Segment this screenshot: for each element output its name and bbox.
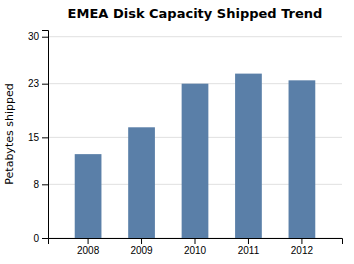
y-tick: 0 — [33, 233, 48, 244]
y-tick-label: 30 — [28, 31, 40, 42]
y-tick: 30 — [28, 31, 48, 42]
bars — [75, 74, 316, 238]
bar — [128, 127, 155, 238]
y-tick-mark — [42, 137, 48, 138]
bar — [235, 74, 262, 238]
y-tick: 23 — [28, 78, 48, 89]
y-tick-label: 0 — [33, 233, 39, 244]
x-tick-label: 2009 — [130, 245, 153, 256]
y-tick-label: 8 — [33, 179, 39, 190]
x-tick: 2010 — [184, 238, 207, 256]
x-tick-label: 2011 — [238, 245, 260, 256]
title: EMEA Disk Capacity Shipped Trend — [68, 6, 323, 21]
plot-area: 0 8 15 23 30 2008 2009 2010 2011 2012 — [28, 31, 343, 257]
y-axis-title: Petabytes shipped — [3, 83, 16, 184]
y-tick: 15 — [28, 132, 48, 143]
x-tick: 2008 — [77, 238, 100, 256]
x-tick: 2012 — [291, 238, 314, 256]
x-axis: 2008 2009 2010 2011 2012 — [49, 238, 343, 256]
y-tick-mark — [42, 238, 48, 239]
x-tick-mark — [141, 238, 142, 244]
x-tick-mark — [88, 238, 89, 244]
x-tick-mark — [195, 238, 196, 244]
grid — [48, 37, 342, 238]
x-tick-label: 2012 — [291, 245, 314, 256]
chart: 0 8 15 23 30 2008 2009 2010 2011 2012 EMEA Disk Ca… — [0, 0, 354, 264]
x-tick-mark — [248, 238, 249, 244]
x-tick: 2009 — [130, 238, 153, 256]
y-tick-mark — [42, 84, 48, 85]
y-tick-label: 23 — [28, 78, 40, 89]
y-axis-line — [42, 31, 49, 239]
y-tick-label: 15 — [28, 132, 40, 143]
bar — [75, 154, 102, 238]
bar — [289, 80, 316, 238]
x-tick-label: 2008 — [77, 245, 100, 256]
y-tick-mark — [42, 184, 48, 185]
y-tick: 8 — [33, 179, 48, 190]
x-tick-mark — [301, 238, 302, 244]
x-tick-label: 2010 — [184, 245, 207, 256]
y-axis: 0 8 15 23 30 — [28, 31, 49, 244]
y-tick-mark — [42, 37, 48, 38]
bar — [182, 84, 209, 238]
grid-line — [48, 36, 342, 37]
x-tick: 2011 — [238, 238, 260, 256]
x-axis-line — [49, 239, 343, 245]
